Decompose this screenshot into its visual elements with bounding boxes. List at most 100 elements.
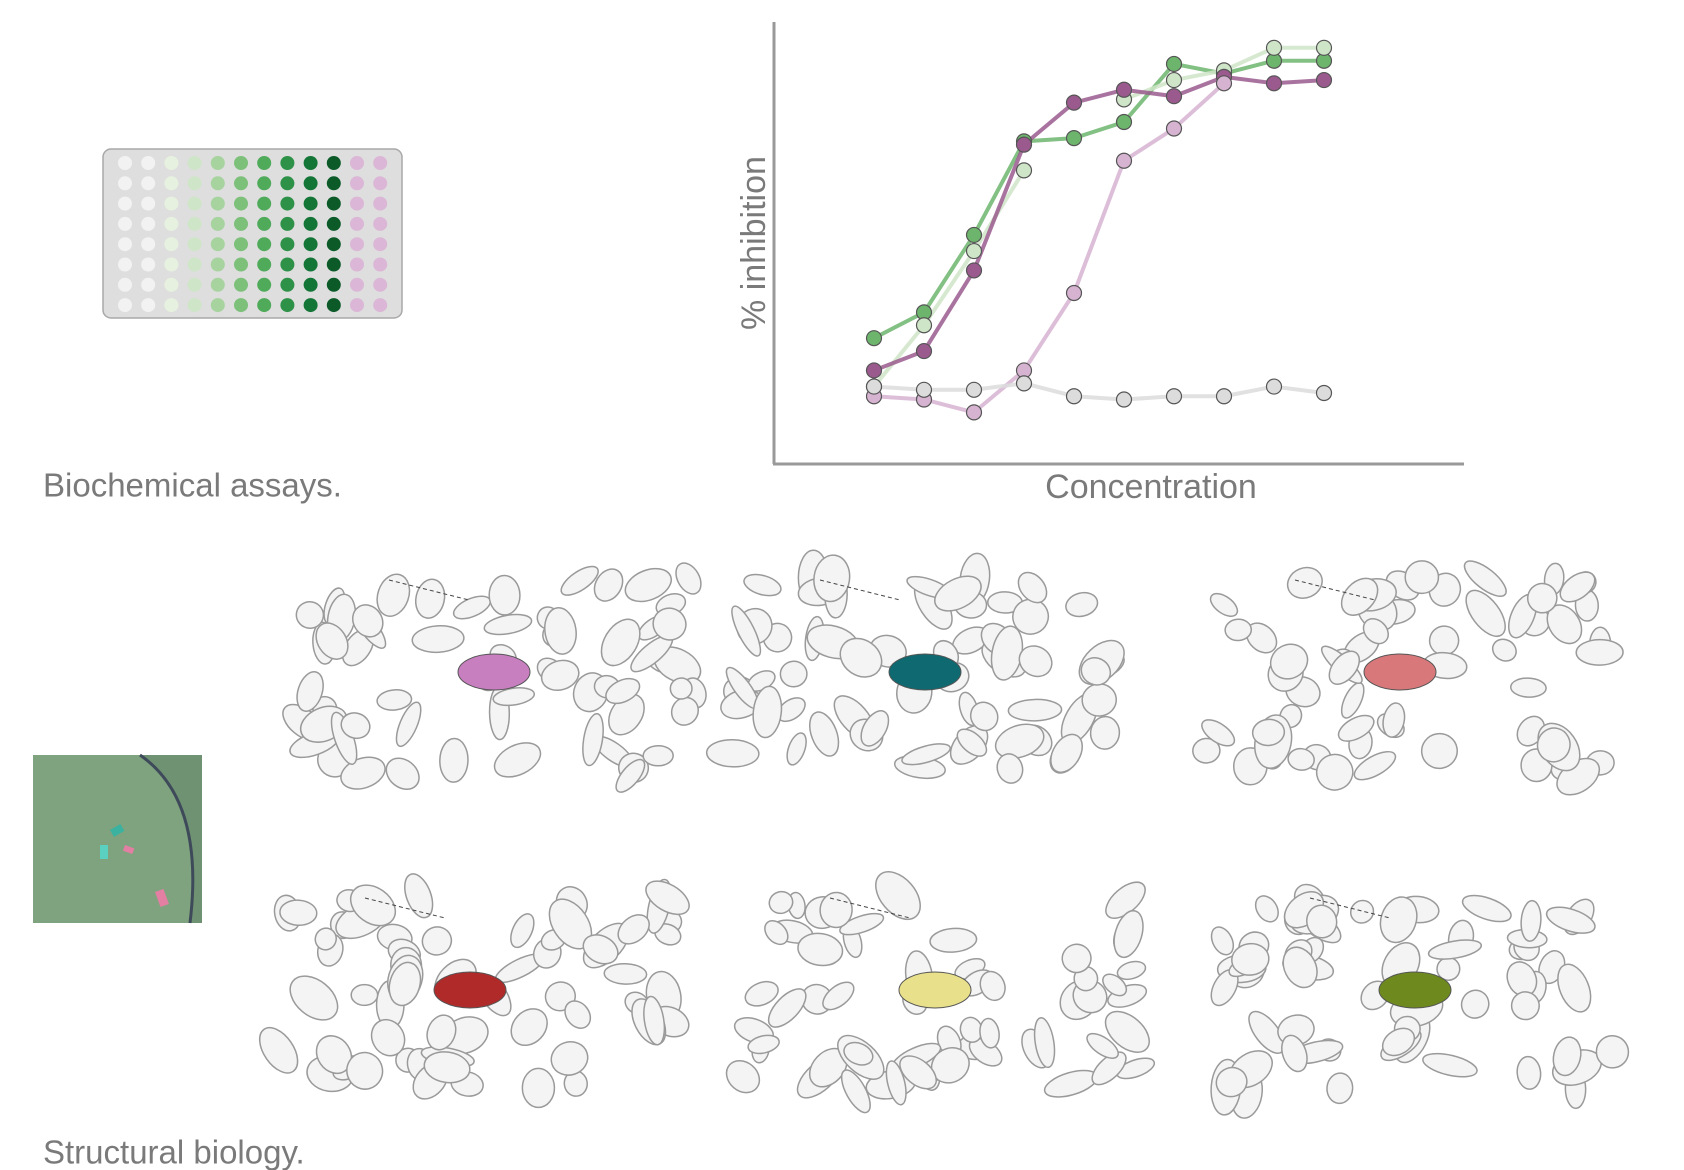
data-point [1067, 95, 1082, 110]
well-plate [103, 149, 402, 318]
helix [1207, 589, 1242, 621]
helix [1489, 635, 1520, 665]
helix [351, 985, 377, 1006]
data-point [967, 227, 982, 242]
well [188, 237, 202, 251]
helix [742, 571, 784, 600]
well [118, 237, 132, 251]
protein-panel [1206, 878, 1635, 1120]
well [280, 258, 294, 272]
well [304, 278, 318, 292]
well [164, 278, 178, 292]
well [373, 237, 387, 251]
data-point [1317, 386, 1332, 401]
well [211, 298, 225, 312]
helix [1063, 589, 1100, 620]
data-point [917, 344, 932, 359]
helix [1457, 985, 1494, 1023]
data-point [1317, 73, 1332, 88]
well [188, 217, 202, 231]
well [188, 176, 202, 190]
well [350, 156, 364, 170]
well [304, 156, 318, 170]
caption: Biochemical assays. [43, 467, 342, 504]
well [234, 258, 248, 272]
data-point [1117, 115, 1132, 130]
helix [991, 718, 1048, 764]
well [257, 258, 271, 272]
helix [547, 1037, 592, 1080]
well [280, 197, 294, 211]
protein-panel [252, 870, 695, 1107]
well [234, 298, 248, 312]
well [327, 156, 341, 170]
protein-structures [252, 550, 1635, 1120]
helix [1326, 1072, 1354, 1104]
well [373, 156, 387, 170]
data-point [917, 318, 932, 333]
data-point [1267, 40, 1282, 55]
data-point [867, 331, 882, 346]
well [280, 217, 294, 231]
well [211, 156, 225, 170]
helix [580, 712, 607, 767]
protein-panel [706, 550, 1132, 786]
well [280, 237, 294, 251]
helix [1225, 618, 1252, 641]
well [327, 237, 341, 251]
well [350, 278, 364, 292]
well [304, 197, 318, 211]
ligand [899, 972, 971, 1008]
helix [1405, 561, 1439, 594]
helix [670, 677, 693, 699]
well [141, 217, 155, 231]
helix [1427, 937, 1482, 963]
well [118, 197, 132, 211]
well [118, 176, 132, 190]
helix [1419, 731, 1460, 771]
well [350, 298, 364, 312]
data-point [1317, 40, 1332, 55]
y-axis-label: % inhibition [735, 156, 773, 330]
well [164, 258, 178, 272]
data-point [1117, 82, 1132, 97]
helix [504, 1002, 555, 1053]
well [141, 278, 155, 292]
helix [649, 604, 691, 645]
well [373, 278, 387, 292]
helix [1576, 639, 1623, 665]
plate-body [103, 149, 402, 318]
helix [671, 559, 706, 599]
data-point [1017, 137, 1032, 152]
well [118, 298, 132, 312]
data-point [1217, 76, 1232, 91]
well [234, 197, 248, 211]
caption: Structural biology. [43, 1134, 305, 1170]
helix [929, 927, 977, 954]
well [257, 298, 271, 312]
ligand [1364, 654, 1436, 690]
protein-panel [1192, 555, 1624, 802]
helix [1516, 1055, 1542, 1090]
helix [399, 870, 438, 921]
well [304, 237, 318, 251]
helix [779, 660, 808, 688]
well [141, 298, 155, 312]
helix [706, 739, 759, 768]
well [327, 176, 341, 190]
well [141, 156, 155, 170]
well [373, 217, 387, 231]
helix [489, 575, 520, 615]
well [164, 298, 178, 312]
well [118, 278, 132, 292]
well [304, 258, 318, 272]
well [304, 217, 318, 231]
well [164, 176, 178, 190]
well [234, 278, 248, 292]
well [350, 237, 364, 251]
dose-response-chart: % inhibition Concentration [735, 22, 1464, 506]
data-point [1167, 389, 1182, 404]
data-point [1117, 153, 1132, 168]
helix [1251, 892, 1283, 926]
helix [439, 738, 468, 782]
